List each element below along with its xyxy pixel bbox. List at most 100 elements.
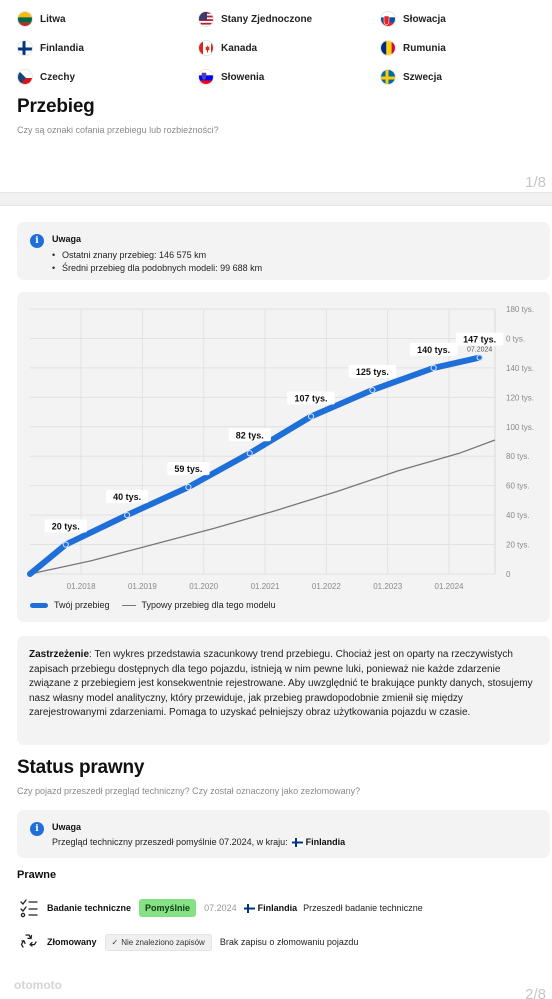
- notice-country: Finlandia: [305, 837, 346, 847]
- data-label-bg: [228, 428, 271, 442]
- data-label-bg: [409, 342, 458, 356]
- country-item-czechia: Czechy: [17, 69, 75, 85]
- check-icon: ✓: [111, 937, 119, 947]
- country-name: Czechy: [40, 71, 76, 83]
- data-label-bg: [44, 519, 87, 533]
- data-point: [369, 386, 376, 394]
- data-point: [430, 364, 437, 371]
- slovakia-flag-icon: [380, 11, 396, 27]
- info-icon: i: [30, 822, 44, 836]
- status-badge-label: Nie znaleziono zapisów: [121, 937, 205, 947]
- usa-flag-icon: [198, 11, 214, 27]
- notice-item-last-mileage: Ostatni znany przebieg: 146 575 km: [52, 249, 262, 262]
- data-label: 107 tys.: [295, 393, 328, 403]
- status-badge: Pomyślnie: [139, 899, 197, 917]
- country-item-slovenia: Słowenia: [198, 69, 264, 85]
- country-item-romania: Rumunia: [380, 40, 446, 56]
- data-point: [185, 484, 192, 491]
- country-name: Kanada: [221, 42, 258, 54]
- legal-row-inspection: Badanie techniczne Pomyślnie 07.2024 Fin…: [19, 897, 423, 919]
- disclaimer-label: Zastrzeżenie: [29, 649, 90, 660]
- section-divider: [0, 192, 552, 206]
- x-tick-label: 01.2019: [128, 582, 157, 591]
- mileage-chart: 0 20 tys. 40 tys. 60 tys. 80 tys. 100 tys. 120…: [27, 305, 534, 591]
- row-title: Złomowany: [47, 937, 97, 947]
- page-indicator: 2/8: [525, 986, 546, 999]
- section-title-legal: Status prawny: [17, 757, 145, 778]
- recycle-icon: [19, 932, 39, 952]
- chart-legend: Twój przebieg Typowy przebieg dla tego m…: [30, 600, 276, 610]
- data-label: 40 tys.: [113, 492, 141, 502]
- notice-list: Ostatni znany przebieg: 146 575 km Średn…: [52, 249, 262, 275]
- romania-flag-icon: [380, 40, 396, 56]
- checklist-icon: [19, 898, 39, 918]
- notice-title: Uwaga: [52, 234, 82, 244]
- data-sublabel: 07.2024: [467, 347, 492, 354]
- country-name: Szwecja: [403, 71, 442, 83]
- series-line-own: [27, 354, 483, 577]
- mileage-chart-card: 0 20 tys. 40 tys. 60 tys. 80 tys. 100 tys. 120…: [17, 292, 550, 622]
- country-name: Słowacja: [403, 13, 446, 25]
- series-line-typical: [29, 439, 496, 575]
- status-badge: ✓ Nie znaleziono zapisów: [104, 933, 212, 951]
- x-tick-label: 01.2018: [67, 582, 96, 591]
- legal-group-label: Prawne: [17, 869, 57, 881]
- notice-item-average-mileage: Średni przebieg dla podobnych modeli: 99…: [52, 262, 262, 275]
- country-name: Słowenia: [221, 71, 265, 83]
- data-label-bg: [105, 490, 149, 504]
- sweden-flag-icon: [380, 69, 396, 85]
- notice-text-line: Przegląd techniczny przeszedł pomyślnie …: [52, 837, 345, 847]
- data-label: 59 tys.: [174, 464, 202, 474]
- x-tick-label: 01.2024: [435, 582, 464, 591]
- x-tick-label: 01.2022: [312, 582, 341, 591]
- data-point: [123, 512, 131, 519]
- canada-flag-icon: [198, 40, 214, 56]
- czechia-flag-icon: [17, 69, 33, 85]
- x-tick-label: 01.2020: [189, 582, 218, 591]
- y-tick-label: 80 tys.: [506, 452, 530, 461]
- finland-flag-icon: [17, 40, 33, 56]
- notice-text: Przegląd techniczny przeszedł pomyślnie …: [52, 837, 288, 847]
- section-subtitle-legal: Czy pojazd przeszedł przegląd techniczny…: [17, 786, 361, 796]
- finland-flag-icon: [291, 837, 303, 847]
- y-tick-label: 40 tys.: [506, 511, 530, 520]
- data-label-bg: [455, 332, 504, 346]
- row-description: Brak zapisu o złomowaniu pojazdu: [219, 937, 359, 947]
- legal-row-scrapped: Złomowany ✓ Nie znaleziono zapisów Brak z…: [19, 931, 358, 953]
- x-tick-label: 01.2021: [251, 582, 280, 591]
- country-item-usa: Stany Zjednoczone: [198, 11, 312, 27]
- data-point: [476, 354, 483, 361]
- watermark-logo: otomoto: [14, 978, 62, 992]
- disclaimer-text: : Ten wykres przedstawia szacunkowy tren…: [29, 649, 533, 719]
- y-tick-label: 140 tys.: [506, 364, 534, 373]
- legend-label-own: Twój przebieg: [54, 600, 110, 610]
- legal-notice: i Uwaga Przegląd techniczny przeszedł po…: [17, 810, 550, 858]
- row-date: 07.2024: [204, 903, 237, 913]
- data-label: 20 tys.: [52, 522, 80, 532]
- data-label: 82 tys.: [236, 430, 264, 440]
- data-point: [246, 450, 253, 457]
- section-title-mileage: Przebieg: [17, 96, 95, 117]
- row-description: Przeszedł badanie techniczne: [303, 903, 423, 913]
- y-tick-label: 0: [506, 570, 511, 579]
- slovenia-flag-icon: [198, 69, 214, 85]
- country-name: Litwa: [40, 13, 66, 25]
- country-name: Rumunia: [403, 42, 446, 54]
- legend-label-typical: Typowy przebieg dla tego modelu: [141, 600, 276, 610]
- y-tick-label: 100 tys.: [506, 423, 534, 432]
- data-label: 140 tys.: [417, 345, 450, 355]
- row-title: Badanie techniczne: [47, 903, 132, 913]
- legend-swatch-typical: [121, 604, 136, 606]
- data-label-bg: [348, 364, 397, 378]
- country-name: Finlandia: [40, 42, 84, 54]
- info-icon: i: [30, 234, 44, 248]
- data-point: [307, 413, 315, 420]
- data-label-bg: [167, 462, 210, 476]
- country-list: Litwa Stany Zjednoczone Słowacja Finland…: [0, 0, 552, 92]
- legend-swatch-own: [30, 602, 48, 608]
- country-item-canada: Kanada: [198, 40, 257, 56]
- x-tick-label: 01.2023: [373, 582, 402, 591]
- country-item-lithuania: Litwa: [17, 11, 66, 27]
- mileage-notice: i Uwaga Ostatni znany przebieg: 146 575 …: [17, 222, 550, 280]
- y-tick-label: 60 tys.: [506, 482, 530, 491]
